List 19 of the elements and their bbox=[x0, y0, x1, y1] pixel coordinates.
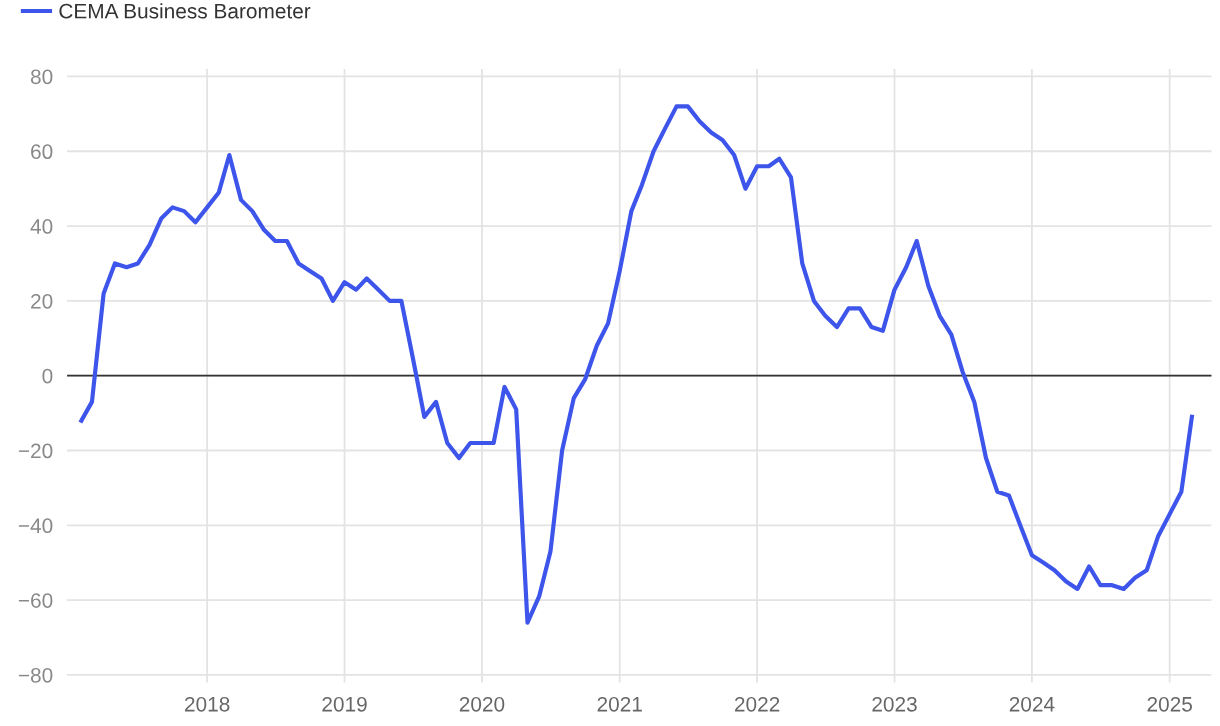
y-tick-label: −60 bbox=[18, 593, 53, 608]
x-tick-label: 2020 bbox=[459, 696, 505, 712]
y-tick-label: 40 bbox=[30, 219, 53, 234]
x-tick-label: 2019 bbox=[322, 696, 367, 712]
y-tick-label: 60 bbox=[31, 144, 53, 160]
x-tick-label: 2018 bbox=[185, 696, 230, 712]
y-tick-label: 0 bbox=[42, 368, 53, 384]
y-tick-label: 20 bbox=[31, 293, 53, 309]
x-tick-label: 2025 bbox=[1147, 696, 1192, 712]
x-tick-label: 2024 bbox=[1009, 696, 1055, 712]
x-tick-label: 2022 bbox=[734, 696, 780, 712]
y-tick-label: −80 bbox=[18, 667, 53, 683]
legend-label: CEMA Business Barometer bbox=[59, 3, 311, 19]
x-tick-label: 2021 bbox=[597, 696, 642, 712]
x-tick-label: 2023 bbox=[872, 696, 917, 712]
line-series bbox=[79, 104, 1194, 625]
y-tick-label: −20 bbox=[18, 443, 53, 459]
y-tick-label: 80 bbox=[30, 69, 53, 85]
y-tick-label: −40 bbox=[18, 518, 53, 534]
